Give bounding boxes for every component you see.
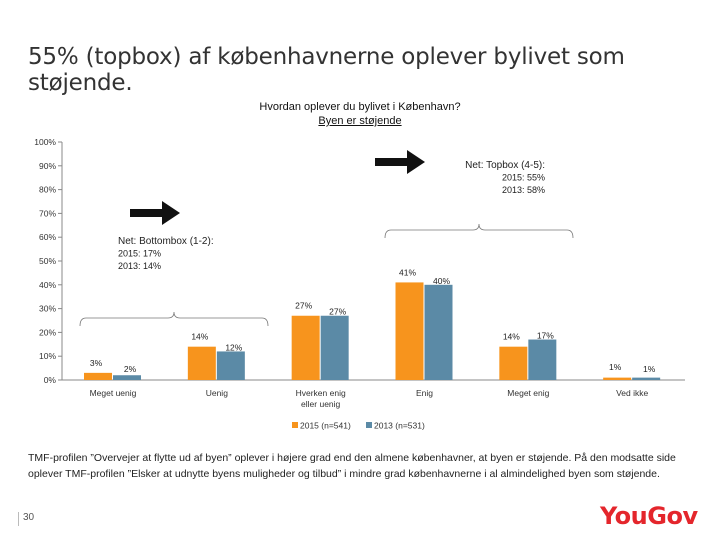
chart-heading: Hvordan oplever du bylivet i København? … [150, 100, 570, 128]
data-label: 14% [191, 332, 208, 342]
category-label: Meget uenig [90, 388, 137, 398]
bottombox-arrow-icon [130, 201, 180, 225]
y-tick-label: 30% [39, 304, 56, 314]
bar [187, 346, 216, 380]
y-tick-label: 50% [39, 256, 56, 266]
category-label: Meget enig [507, 388, 549, 398]
bar [291, 315, 320, 380]
bar [632, 377, 661, 380]
yougov-logo: YouGov [600, 502, 698, 530]
bar [528, 339, 557, 380]
chart-title: Hvordan oplever du bylivet i København? [259, 101, 461, 113]
bar [424, 284, 453, 380]
data-label: 27% [329, 307, 346, 317]
y-tick-label: 100% [34, 137, 56, 147]
y-tick-label: 10% [39, 351, 56, 361]
bar [320, 315, 349, 380]
y-tick-label: 60% [39, 232, 56, 242]
bottombox-brace [79, 311, 269, 327]
slide-title: 55% (topbox) af københavnerne oplever by… [28, 44, 625, 96]
data-label: 2% [124, 364, 137, 374]
bar [499, 346, 528, 380]
bottombox-annotation-line: 2013: 14% [118, 261, 161, 271]
data-label: 3% [90, 358, 103, 368]
bar [84, 372, 112, 380]
page-number: 30 [18, 512, 45, 526]
data-label: 12% [225, 342, 242, 352]
data-label: 17% [537, 331, 554, 341]
legend-swatch [292, 422, 298, 428]
category-label: Enig [416, 388, 433, 398]
topbox-annotation-line: 2013: 58% [502, 185, 545, 195]
data-label: 40% [433, 276, 450, 286]
footnote: TMF-profilen ”Overvejer at flytte ud af … [28, 452, 676, 480]
bar [603, 377, 632, 380]
legend-swatch [366, 422, 372, 428]
legend-entry: 2013 (n=531) [374, 421, 425, 431]
legend-entry: 2015 (n=541) [300, 421, 351, 431]
data-label: 1% [643, 364, 656, 374]
category-label: Uenig [206, 388, 228, 398]
y-tick-label: 20% [39, 327, 56, 337]
data-label: 14% [503, 332, 520, 342]
y-tick-label: 0% [44, 375, 57, 385]
topbox-annotation-line: 2015: 55% [502, 173, 545, 183]
bottombox-annotation-line: Net: Bottombox (1-2): [118, 236, 214, 247]
y-tick-label: 70% [39, 208, 56, 218]
data-label: 41% [399, 267, 416, 277]
topbox-brace [384, 223, 574, 239]
y-tick-label: 80% [39, 185, 56, 195]
bar [216, 351, 245, 380]
category-label: Ved ikke [616, 388, 648, 398]
category-label: Hverken enig eller uenig [296, 388, 346, 409]
bar [113, 375, 141, 380]
data-label: 1% [609, 362, 622, 372]
bottombox-annotation-line: 2015: 17% [118, 249, 161, 259]
data-label: 27% [295, 301, 312, 311]
y-tick-label: 90% [39, 161, 56, 171]
topbox-annotation-line: Net: Topbox (4-5): [465, 160, 545, 171]
chart-subtitle: Byen er støjende [318, 115, 402, 127]
y-tick-label: 40% [39, 280, 56, 290]
bar [395, 282, 424, 380]
topbox-arrow-icon [375, 150, 425, 174]
